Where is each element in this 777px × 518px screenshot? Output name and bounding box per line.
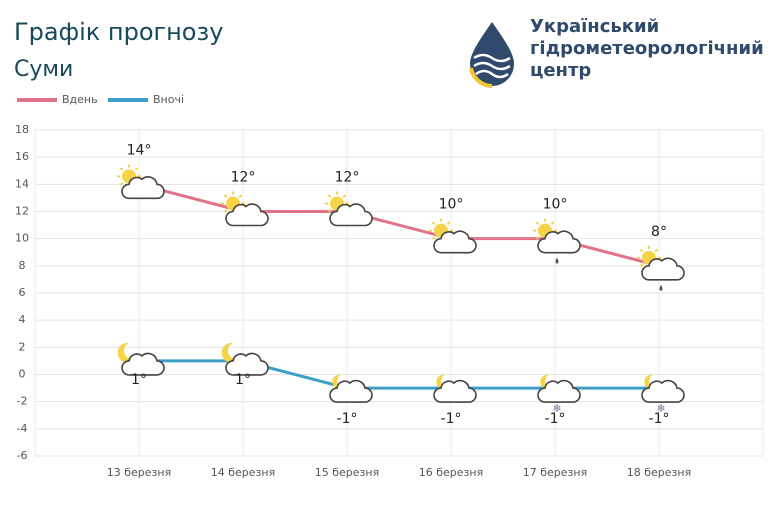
snow-icon: ❄ [656, 402, 665, 415]
y-tick-label: 2 [19, 340, 26, 353]
value-label: 1° [235, 372, 251, 388]
sun-ray [223, 194, 228, 198]
moon-icon [540, 374, 553, 389]
rain-icon [555, 257, 559, 264]
sun-ray [535, 236, 540, 240]
y-tick-label: 4 [19, 313, 26, 326]
logo-text: центр [530, 60, 591, 81]
sun-ray [535, 221, 540, 225]
sun-ray [639, 263, 644, 267]
value-label: 14° [127, 142, 152, 158]
value-label: -1° [441, 411, 462, 427]
y-tick-label: 16 [15, 150, 29, 163]
legend-label: Вночі [153, 93, 184, 106]
x-tick-label: 16 березня [419, 466, 483, 479]
sun-ray [223, 209, 228, 213]
moon-icon [117, 342, 136, 363]
sun-ray [327, 209, 332, 213]
sun-ray [431, 236, 436, 240]
cloud-icon [537, 230, 581, 254]
rain-icon [659, 284, 663, 291]
cloud-icon [433, 230, 477, 254]
value-label: 12° [231, 170, 256, 186]
x-tick-label: 18 березня [627, 466, 691, 479]
y-tick-label: -4 [17, 422, 28, 435]
value-label: -1° [649, 411, 670, 427]
sun-ray [119, 182, 124, 186]
x-tick-label: 15 березня [315, 466, 379, 479]
sun-ray [134, 167, 139, 171]
y-tick-label: 12 [15, 205, 29, 218]
legend-label: Вдень [62, 93, 98, 106]
cloud-icon [121, 176, 165, 200]
value-label: 1° [131, 372, 147, 388]
chart-subtitle: Суми [14, 57, 73, 82]
moon-icon [332, 374, 345, 389]
logo-text: Український [530, 16, 659, 37]
logo-text: гідрометеорологічний [530, 38, 764, 59]
moon-icon [436, 374, 449, 389]
sun-ray [654, 248, 659, 253]
logo-arc [469, 67, 493, 88]
sun-ray [238, 194, 243, 198]
value-label: 10° [439, 197, 464, 213]
sun-ray [342, 194, 347, 198]
moon-icon [221, 342, 240, 363]
sun-ray [119, 167, 124, 171]
value-label: 10° [543, 197, 568, 213]
moon-icon [644, 374, 657, 389]
y-tick-label: 10 [15, 232, 29, 245]
logo-waves [473, 53, 511, 79]
x-tick-label: 13 березня [107, 466, 171, 479]
cloud-icon [433, 379, 477, 403]
sun-ray [550, 221, 555, 225]
y-tick-label: 8 [19, 259, 26, 272]
y-tick-label: 0 [19, 368, 26, 381]
y-tick-label: 18 [15, 123, 29, 136]
cloud-icon [121, 352, 165, 376]
series-line [138, 182, 660, 268]
logo [469, 22, 514, 88]
cloud-icon [537, 379, 581, 403]
y-tick-label: -6 [17, 449, 28, 462]
cloud-icon [329, 203, 373, 227]
snow-icon: ❄ [552, 402, 561, 415]
cloud-icon [225, 352, 269, 376]
value-label: 8° [651, 224, 667, 240]
sun-ray [639, 248, 644, 253]
cloud-icon [225, 203, 269, 227]
value-label: 12° [335, 170, 360, 186]
cloud-icon [641, 257, 685, 281]
x-tick-label: 14 березня [211, 466, 275, 479]
x-tick-label: 17 березня [523, 466, 587, 479]
y-tick-label: 14 [15, 177, 29, 190]
sun-ray [327, 194, 332, 198]
y-tick-label: -2 [17, 395, 28, 408]
value-label: -1° [545, 411, 566, 427]
value-label: -1° [337, 411, 358, 427]
chart-title: Графік прогнозу [14, 18, 223, 46]
cloud-icon [329, 379, 373, 403]
cloud-icon [641, 379, 685, 403]
y-tick-label: 6 [19, 286, 26, 299]
sun-ray [446, 221, 451, 225]
sun-ray [431, 221, 436, 225]
